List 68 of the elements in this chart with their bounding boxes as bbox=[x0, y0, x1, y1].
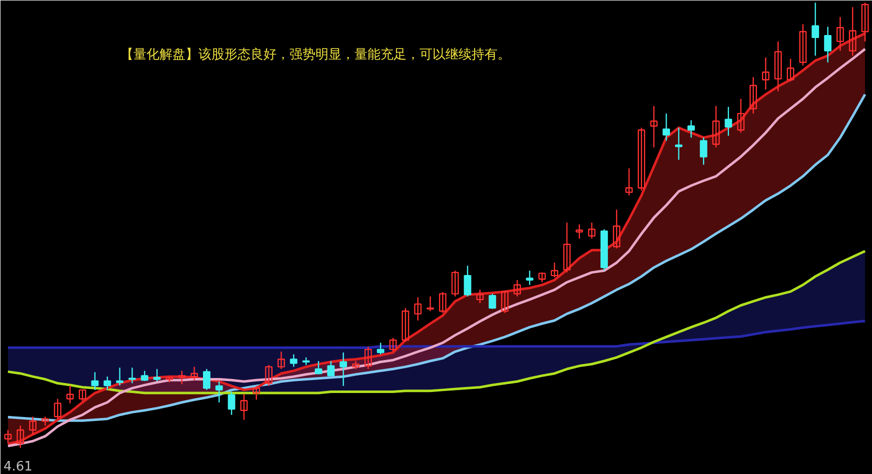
candlestick bbox=[836, 16, 844, 52]
candlestick bbox=[812, 2, 820, 56]
candlestick bbox=[402, 307, 410, 342]
candlestick bbox=[240, 393, 248, 420]
candlestick bbox=[389, 337, 397, 352]
candlestick bbox=[538, 272, 546, 283]
candlestick bbox=[364, 346, 372, 370]
candlestick bbox=[439, 291, 446, 314]
candlestick bbox=[426, 296, 434, 312]
candlestick bbox=[662, 112, 670, 142]
candlestick bbox=[625, 168, 633, 196]
candlestick bbox=[116, 367, 124, 386]
candlestick bbox=[54, 398, 62, 420]
candlestick bbox=[550, 262, 558, 278]
candlestick bbox=[501, 290, 509, 314]
candlestick bbox=[190, 366, 198, 381]
candlestick bbox=[228, 391, 236, 416]
annotation: 【量化解盘】该股形态良好，强势明显，量能充足，可以继续持有。 bbox=[120, 46, 510, 62]
candlestick bbox=[451, 270, 459, 298]
candlestick bbox=[526, 270, 534, 286]
candlestick bbox=[414, 296, 422, 322]
candlestick bbox=[265, 364, 273, 387]
candlestick bbox=[29, 416, 36, 436]
candlestick bbox=[750, 76, 757, 114]
candlestick bbox=[278, 351, 285, 370]
candlestick bbox=[675, 127, 682, 160]
candlestick bbox=[612, 209, 620, 250]
candlestick bbox=[824, 26, 832, 63]
candlestick bbox=[848, 6, 856, 56]
candlestick bbox=[66, 384, 74, 404]
candlestick bbox=[488, 293, 496, 310]
candlestick bbox=[638, 127, 646, 192]
candlestick bbox=[861, 2, 869, 42]
candlestick bbox=[252, 385, 260, 400]
candlestick bbox=[724, 106, 732, 136]
candlestick bbox=[687, 120, 695, 138]
candlestick bbox=[563, 222, 571, 274]
candlestick bbox=[91, 372, 99, 391]
candlestick bbox=[140, 370, 148, 382]
candlestick bbox=[78, 389, 86, 402]
candlestick bbox=[215, 380, 223, 403]
candlestick bbox=[376, 342, 384, 355]
candlestick bbox=[588, 222, 596, 240]
candlestick bbox=[700, 136, 708, 166]
candlestick bbox=[128, 367, 136, 384]
candlestick bbox=[16, 424, 24, 448]
candlestick bbox=[314, 360, 322, 375]
candlestick bbox=[576, 224, 584, 240]
candlestick bbox=[786, 58, 794, 82]
candlestick bbox=[737, 98, 745, 134]
candlestick bbox=[774, 40, 782, 92]
candlestick bbox=[178, 370, 186, 385]
candlestick bbox=[327, 360, 335, 376]
candlestick bbox=[202, 368, 210, 391]
candlestick bbox=[153, 368, 161, 382]
candlestick bbox=[762, 56, 770, 90]
candlestick bbox=[476, 289, 484, 304]
candlestick bbox=[290, 354, 298, 368]
candlestick bbox=[340, 352, 348, 387]
candlestick bbox=[104, 376, 112, 391]
candlestick bbox=[514, 279, 521, 298]
candlestick bbox=[650, 105, 658, 148]
candlestick bbox=[799, 23, 807, 66]
candlestick bbox=[4, 429, 12, 444]
text: 4.61 bbox=[4, 460, 32, 474]
candlestick bbox=[42, 416, 49, 426]
candlestick bbox=[464, 265, 472, 298]
candlestick bbox=[712, 105, 720, 148]
